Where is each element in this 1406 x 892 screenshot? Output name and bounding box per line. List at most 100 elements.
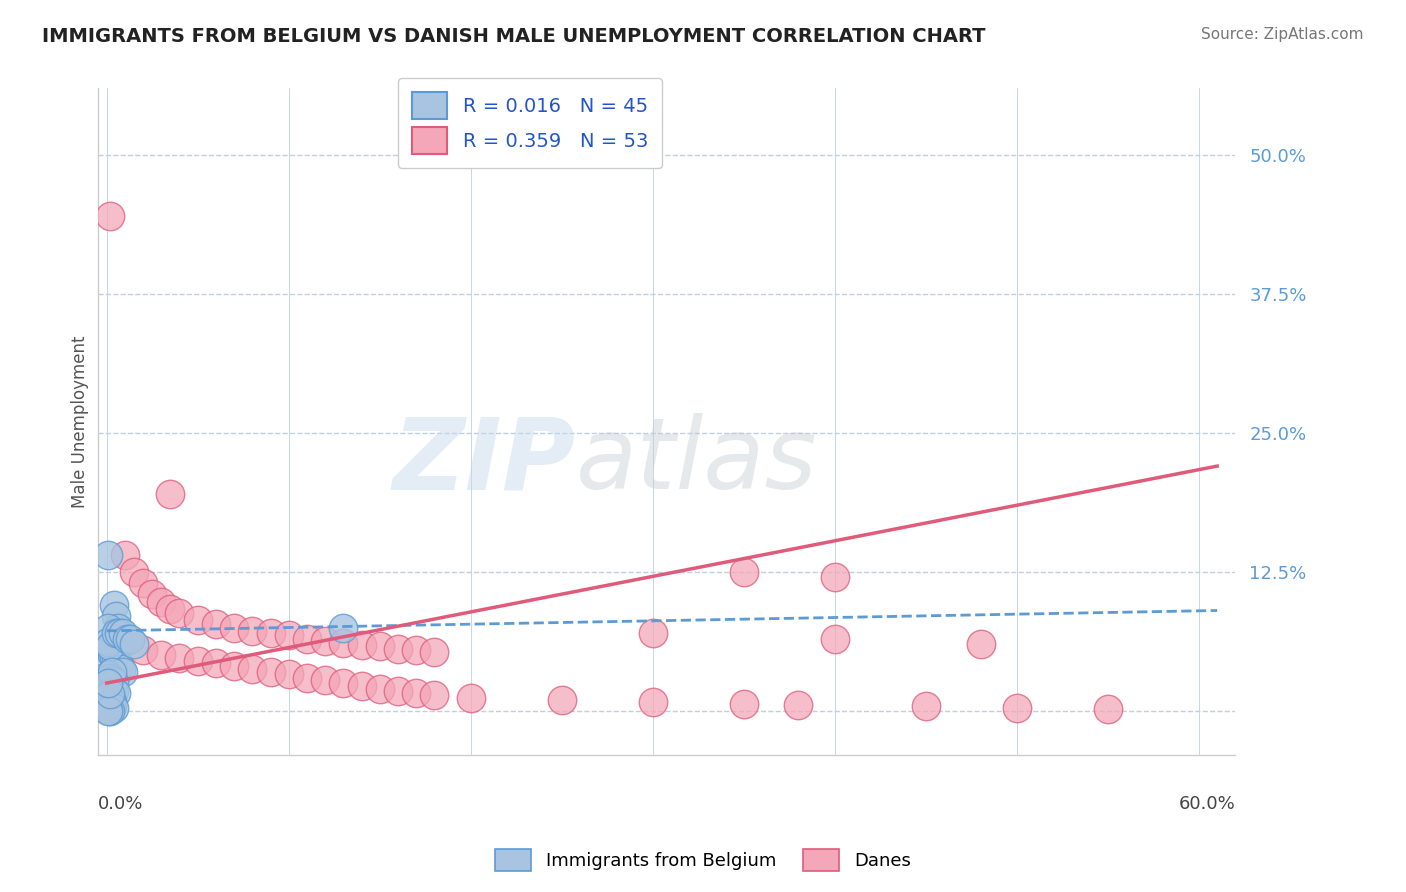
Point [97, 668, 120, 682]
Point [98, 671, 121, 685]
Point [104, 609, 127, 624]
Point [103, 650, 125, 665]
Point [104, 632, 127, 646]
Point [108, 659, 131, 673]
Point [824, 570, 846, 584]
Text: IMMIGRANTS FROM BELGIUM VS DANISH MALE UNEMPLOYMENT CORRELATION CHART: IMMIGRANTS FROM BELGIUM VS DANISH MALE U… [42, 27, 986, 45]
Point [240, 624, 263, 638]
Point [224, 659, 246, 673]
Point [159, 487, 181, 501]
Point [103, 684, 125, 698]
Point [120, 632, 142, 646]
Point [110, 662, 132, 676]
Point [115, 632, 138, 646]
Point [314, 633, 336, 648]
Point [150, 648, 173, 663]
Point [187, 654, 209, 668]
Y-axis label: Male Unemployment: Male Unemployment [72, 335, 89, 508]
Text: Source: ZipAtlas.com: Source: ZipAtlas.com [1201, 27, 1364, 42]
Point [277, 628, 299, 642]
Point [110, 637, 132, 651]
Point [104, 686, 127, 700]
Point [969, 637, 991, 651]
Point [159, 601, 181, 615]
Point [277, 667, 299, 681]
Point [98, 209, 121, 223]
Point [295, 671, 318, 685]
Point [387, 684, 409, 698]
Point [98, 704, 121, 718]
Point [103, 675, 125, 690]
Point [103, 599, 125, 613]
Point [1097, 701, 1119, 715]
Point [98, 698, 121, 713]
Point [107, 620, 129, 634]
Point [423, 689, 446, 703]
Point [97, 697, 120, 711]
Point [224, 620, 246, 634]
Point [97, 548, 120, 562]
Point [97, 690, 120, 705]
Point [187, 613, 209, 627]
Point [122, 565, 145, 579]
Point [405, 686, 427, 700]
Point [368, 681, 391, 696]
Point [551, 692, 574, 706]
Point [405, 642, 427, 657]
Point [97, 620, 120, 634]
Point [205, 656, 228, 670]
Text: 0.0%: 0.0% [97, 796, 143, 814]
Point [350, 638, 373, 652]
Point [98, 692, 121, 706]
Point [787, 698, 810, 713]
Point [169, 606, 191, 620]
Point [103, 700, 125, 714]
Point [114, 548, 136, 562]
Point [733, 565, 755, 579]
Text: ZIP: ZIP [392, 413, 575, 510]
Point [104, 626, 127, 640]
Point [240, 662, 263, 676]
Text: atlas: atlas [575, 413, 817, 510]
Point [141, 587, 163, 601]
Point [104, 654, 127, 668]
Point [112, 665, 135, 679]
Point [97, 635, 120, 649]
Point [387, 641, 409, 656]
Point [107, 656, 129, 670]
Point [98, 687, 121, 701]
Point [101, 695, 124, 709]
Point [101, 665, 124, 679]
Point [132, 642, 155, 657]
Point [641, 695, 664, 709]
Point [641, 626, 664, 640]
Point [332, 676, 354, 690]
Point [98, 680, 121, 694]
Point [98, 640, 121, 654]
Point [101, 642, 124, 657]
Point [150, 595, 173, 609]
Point [332, 620, 354, 634]
Point [101, 699, 124, 714]
Point [97, 704, 120, 718]
Point [112, 626, 135, 640]
Point [423, 645, 446, 659]
Point [915, 699, 938, 714]
Point [101, 648, 124, 663]
Point [101, 673, 124, 687]
Text: 60.0%: 60.0% [1178, 796, 1236, 814]
Point [295, 632, 318, 646]
Point [733, 697, 755, 711]
Point [259, 626, 281, 640]
Point [108, 626, 131, 640]
Point [1005, 700, 1028, 714]
Point [169, 650, 191, 665]
Point [259, 665, 281, 679]
Point [824, 632, 846, 646]
Legend: R = 0.016   N = 45, R = 0.359   N = 53: R = 0.016 N = 45, R = 0.359 N = 53 [398, 78, 661, 168]
Point [332, 636, 354, 650]
Point [101, 681, 124, 696]
Point [97, 703, 120, 717]
Point [314, 673, 336, 687]
Point [350, 680, 373, 694]
